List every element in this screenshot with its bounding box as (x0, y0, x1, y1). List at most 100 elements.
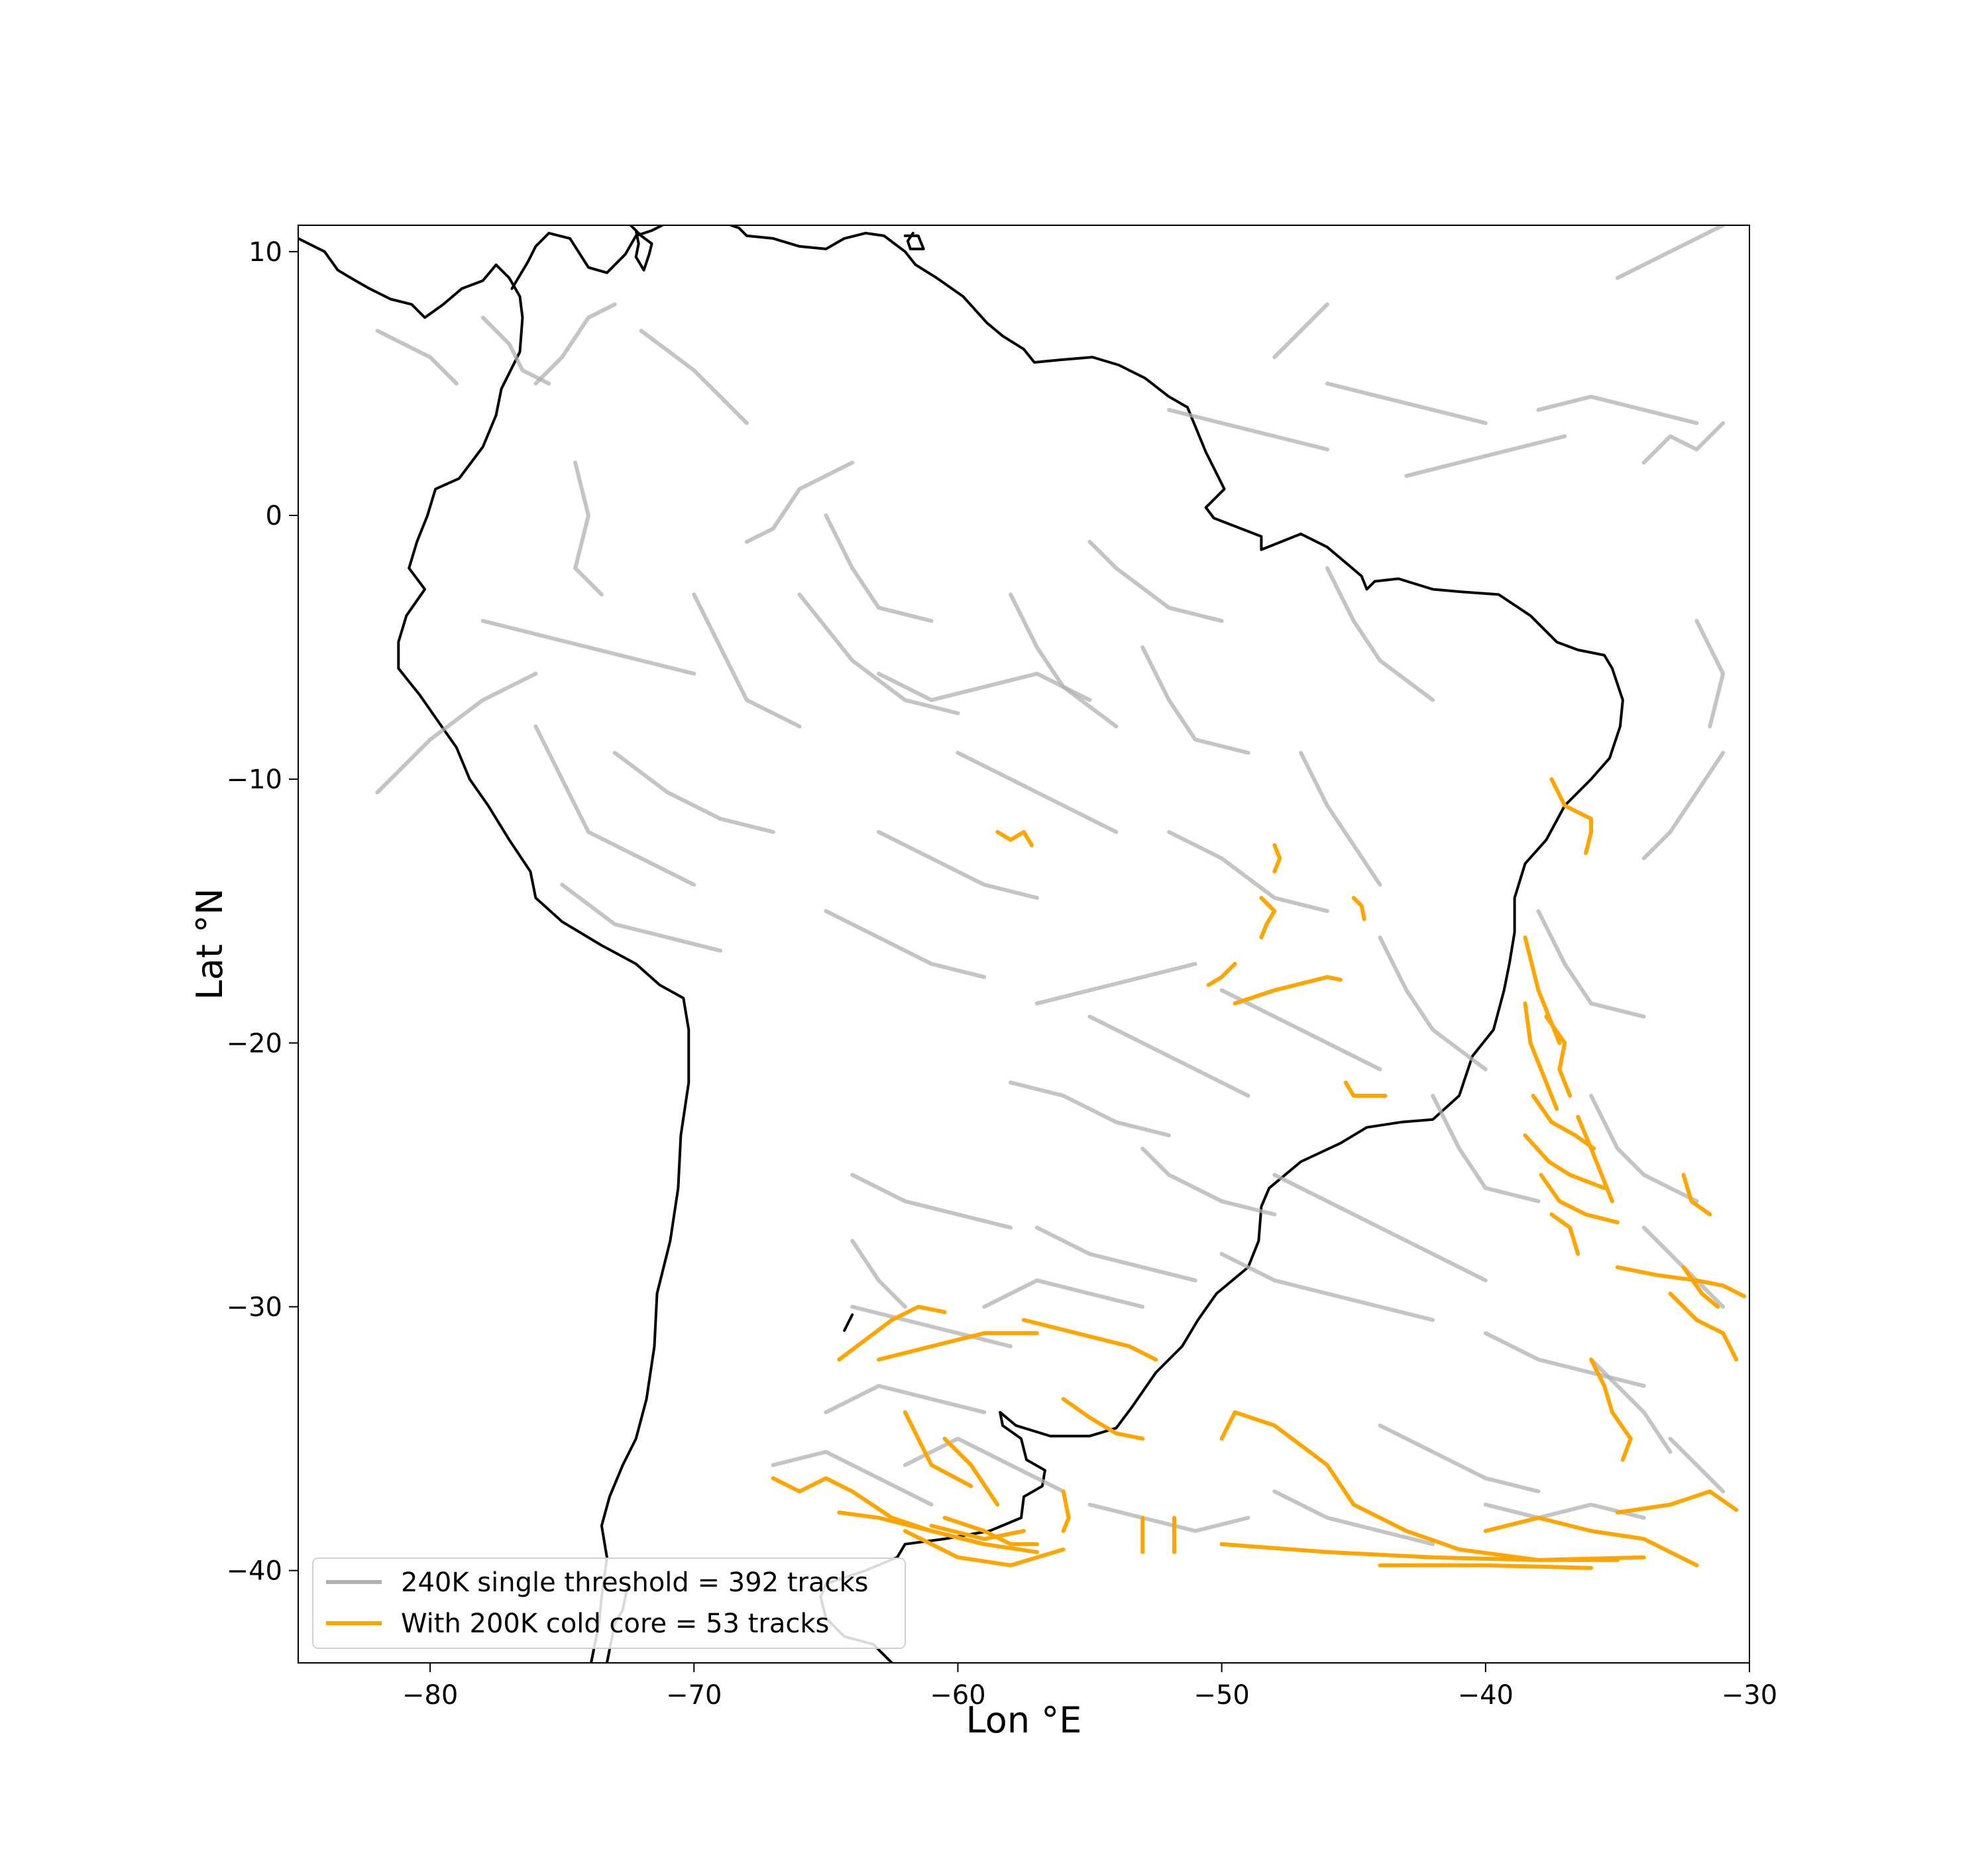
track-200k-cold-core (1483, 1516, 1699, 1567)
track-240k (1325, 566, 1435, 702)
track-200k-cold-core (942, 1436, 1000, 1507)
track-240k (1694, 619, 1726, 729)
track-240k (1483, 1331, 1646, 1388)
track-240k (1299, 751, 1382, 887)
track-200k-cold-core (1259, 896, 1277, 939)
y-tick-label: −20 (227, 1028, 282, 1059)
track-240k (771, 1450, 934, 1507)
track-200k-cold-core (1576, 1114, 1614, 1204)
track-240k (1589, 1093, 1699, 1204)
series-200k-cold-core-tracks (771, 777, 1746, 1570)
track-240k (1378, 935, 1488, 1072)
track-240k (850, 1173, 1013, 1230)
track-240k (1219, 988, 1382, 1072)
track-240k (1087, 539, 1224, 623)
x-axis-title: Lon °E (966, 1699, 1082, 1741)
track-240k (877, 671, 1092, 702)
track-240k (850, 1238, 907, 1309)
x-tick-label: −40 (1458, 1680, 1514, 1711)
y-tick-label: −30 (227, 1292, 282, 1322)
track-240k (480, 619, 696, 676)
track-240k (1404, 434, 1567, 478)
track-200k-cold-core (1351, 896, 1366, 922)
legend-box (312, 1558, 906, 1649)
track-240k (1272, 1489, 1435, 1546)
legend: 240K single threshold = 392 tracks With … (312, 1558, 906, 1649)
track-200k-cold-core (903, 1528, 1066, 1567)
track-240k (1589, 1357, 1673, 1454)
series-240k-tracks (375, 225, 1726, 1546)
track-240k (375, 329, 459, 386)
y-tick-label: −10 (227, 765, 282, 795)
track-240k (1378, 1423, 1541, 1494)
track-240k (744, 460, 855, 544)
y-tick-label: −40 (227, 1556, 282, 1587)
track-240k (560, 882, 723, 953)
x-tick-label: −50 (1193, 1680, 1249, 1711)
track-240k (533, 302, 617, 386)
track-200k-cold-core (1343, 1081, 1388, 1098)
y-axis-ticks: 10 0 −10 −20 −30 −40 (227, 237, 298, 1587)
legend-label-200k: With 200K cold core = 53 tracks (401, 1609, 829, 1639)
y-tick-label: 0 (266, 501, 282, 531)
track-240k (824, 513, 934, 623)
track-240k (612, 751, 775, 834)
track-200k-cold-core (1378, 1563, 1594, 1570)
track-200k-cold-core (1272, 843, 1282, 874)
track-240k (1167, 829, 1329, 914)
track-200k-cold-core (1061, 1397, 1145, 1441)
y-axis-title: Lat °N (189, 888, 231, 1000)
track-240k (573, 460, 604, 597)
track-240k (877, 829, 1039, 900)
track-200k-cold-core (1219, 1542, 1646, 1562)
track-200k-cold-core (1061, 1489, 1071, 1533)
track-200k-cold-core (1523, 1001, 1559, 1111)
track-240k (982, 1278, 1145, 1309)
track-240k (1536, 394, 1699, 425)
track-240k (533, 724, 696, 887)
track-200k-cold-core (903, 1410, 973, 1489)
track-240k (824, 1383, 987, 1414)
track-240k (1668, 1436, 1726, 1494)
track-240k (1034, 1226, 1197, 1283)
track-200k-cold-core (877, 1331, 1039, 1362)
coastline (730, 225, 1624, 1663)
track-200k-cold-core (1668, 1291, 1739, 1362)
coastlines (298, 225, 1624, 1663)
track-200k-cold-core (1615, 1489, 1739, 1514)
track-240k (797, 592, 960, 716)
track-240k (824, 909, 987, 979)
track-240k (1641, 421, 1726, 465)
track-240k (1615, 225, 1726, 280)
track-240k (1641, 751, 1726, 861)
track-240k (639, 329, 749, 425)
coastline (510, 225, 664, 290)
track-200k-cold-core (837, 1510, 1039, 1554)
track-240k (903, 1436, 1066, 1494)
coastline (903, 231, 925, 250)
track-240k (850, 1304, 1013, 1349)
x-tick-label: −30 (1722, 1680, 1777, 1711)
track-200k-cold-core (1539, 1173, 1620, 1225)
track-240k (1140, 645, 1250, 755)
track-240k (956, 751, 1119, 834)
coastline (298, 237, 690, 1663)
legend-label-240k: 240K single threshold = 392 tracks (401, 1567, 868, 1598)
track-240k (1009, 592, 1119, 729)
track-200k-cold-core (837, 1304, 947, 1362)
track-200k-cold-core (1219, 1410, 1620, 1562)
track-240k (1087, 1503, 1250, 1533)
track-200k-cold-core (1233, 975, 1343, 1006)
track-240k (1167, 407, 1329, 452)
track-200k-cold-core (1523, 1133, 1606, 1191)
coastline (629, 225, 653, 272)
x-tick-label: −80 (402, 1680, 458, 1711)
track-200k-cold-core (1681, 1173, 1712, 1217)
track-200k-cold-core (1615, 1265, 1746, 1298)
track-240k (1034, 961, 1197, 1006)
track-240k (1140, 1146, 1277, 1217)
plot-area (298, 225, 1746, 1663)
track-200k-cold-core (1531, 1093, 1596, 1151)
track-240k (1087, 1014, 1250, 1098)
